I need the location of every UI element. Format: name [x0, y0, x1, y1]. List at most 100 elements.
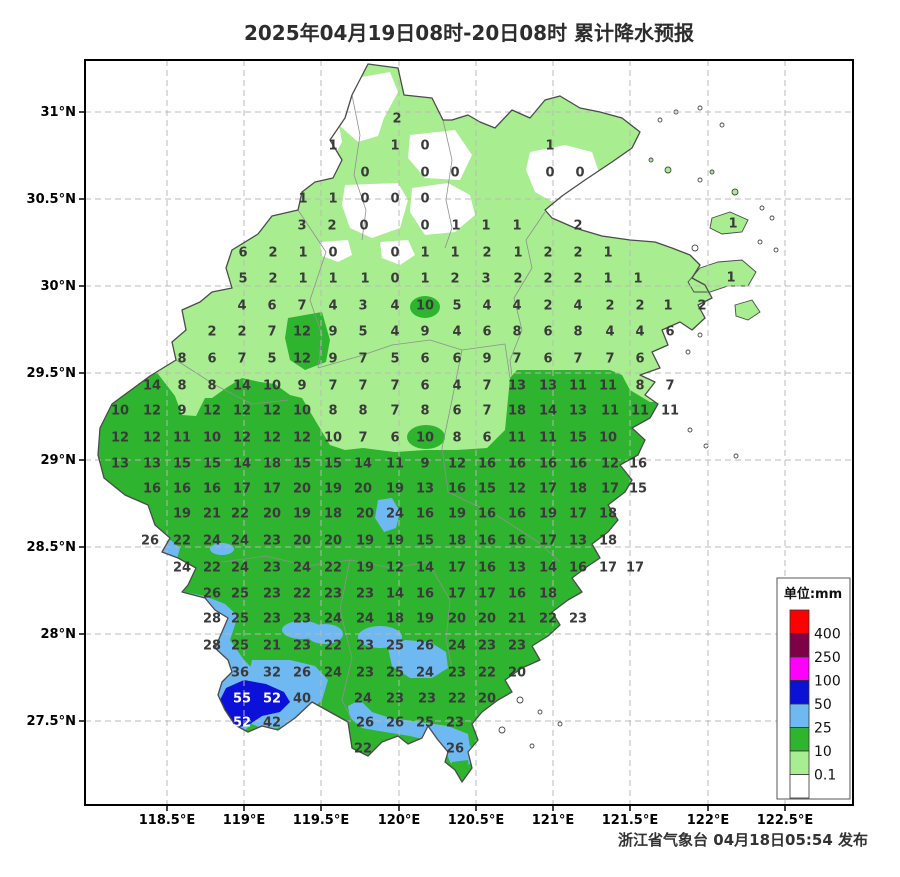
precip-value: 15: [416, 534, 434, 549]
precip-value: 23: [356, 587, 374, 602]
precip-value: 17: [448, 561, 466, 576]
legend-label: 25: [814, 721, 832, 737]
precip-value: 1: [728, 217, 737, 232]
precip-value: 26: [203, 587, 221, 602]
precip-value: 20: [354, 482, 372, 497]
precip-value: 23: [448, 666, 466, 681]
precip-value: 4: [390, 325, 399, 340]
precip-value: 7: [390, 404, 399, 419]
precip-value: 25: [231, 612, 249, 627]
precip-value: 14: [354, 457, 372, 472]
precip-value: 25: [386, 666, 404, 681]
precip-value: 16: [478, 507, 496, 522]
precip-value: 7: [665, 379, 674, 394]
precip-value: 12: [601, 457, 619, 472]
precip-value: 26: [293, 666, 311, 681]
zone-25-50mm: [388, 640, 448, 678]
precip-value: 17: [626, 561, 644, 576]
legend-swatch: [789, 609, 810, 634]
islet: [731, 188, 739, 196]
precip-value: 19: [173, 507, 191, 522]
islet: [691, 244, 699, 252]
precip-value: 24: [386, 507, 404, 522]
precip-value: 24: [203, 534, 221, 549]
precip-value: 7: [573, 352, 582, 367]
precip-value: 19: [324, 482, 342, 497]
islet: [687, 427, 693, 433]
precip-value: 12: [293, 352, 311, 367]
lat-label: 27.5°N: [27, 714, 76, 729]
precip-value: 9: [420, 457, 429, 472]
prefecture-border: [339, 559, 353, 721]
precip-value: 15: [293, 457, 311, 472]
precip-value: 2: [392, 112, 401, 127]
precip-value: 36: [231, 666, 249, 681]
precip-value: 13: [569, 534, 587, 549]
zone-dry-patch: [408, 130, 472, 180]
zone-dry-patch: [380, 240, 415, 265]
precip-value: 19: [356, 534, 374, 549]
legend-title: 单位:mm: [784, 586, 842, 602]
legend-label: 400: [814, 627, 841, 643]
precip-value: 0: [390, 192, 399, 207]
legend-swatch: [789, 750, 810, 775]
precip-value: 7: [358, 431, 367, 446]
precip-value: 19: [356, 561, 374, 576]
precip-value: 19: [416, 612, 434, 627]
islet: [685, 349, 691, 355]
precip-value: 0: [360, 166, 369, 181]
precip-value: 16: [508, 534, 526, 549]
precip-value-high: 52: [263, 692, 281, 707]
issuer-timestamp: 浙江省气象台 04月18日05:54 发布: [618, 831, 868, 849]
precip-value: 15: [324, 457, 342, 472]
legend-swatch: [789, 656, 810, 681]
zone-25-50mm: [148, 532, 263, 734]
precip-value: 2: [635, 299, 644, 314]
precip-value: 25: [231, 587, 249, 602]
precip-value: 18: [508, 404, 526, 419]
precip-value: 11: [631, 404, 649, 419]
precip-value: 1: [420, 272, 429, 287]
precip-value: 11: [661, 404, 679, 419]
precip-value: 18: [539, 587, 557, 602]
precip-value: 13: [508, 561, 526, 576]
precip-value: 2: [268, 272, 277, 287]
zone-50-100mm: [220, 680, 290, 728]
precip-value: 21: [263, 639, 281, 654]
precip-value: 22: [231, 507, 249, 522]
precip-value: 17: [233, 482, 251, 497]
precip-value: 14: [539, 404, 557, 419]
zone-10-25mm-patch: [410, 296, 440, 318]
precip-value: 17: [263, 482, 281, 497]
precip-value: 16: [569, 561, 587, 576]
precip-value: 23: [324, 587, 342, 602]
precip-value: 10: [416, 431, 434, 446]
precip-values-layer: 21 1 0 10 0 0 0 01 1 0 0 013 2 0 0 1 1 1 26 2 1 0 0 1 1 2 1 2 2 115 2 1…: [111, 112, 738, 757]
precip-value: 6: [207, 352, 216, 367]
precip-value: 7: [390, 379, 399, 394]
islet: [697, 332, 703, 338]
zone-25-50mm: [358, 626, 402, 648]
precip-value-high: 52: [233, 716, 251, 731]
precip-value: 1: [420, 246, 429, 261]
precip-value: 26: [446, 742, 464, 757]
precip-value: 6: [665, 325, 674, 340]
precip-value: 1: [663, 299, 672, 314]
precip-value: 15: [569, 431, 587, 446]
precip-value: 1: [450, 246, 459, 261]
lat-label: 30.5°N: [27, 192, 76, 207]
precip-value: 11: [539, 431, 557, 446]
precip-value: 4: [512, 299, 521, 314]
precip-value: 14: [416, 561, 434, 576]
legend-label: 100: [814, 674, 841, 690]
legend-swatch: [789, 774, 810, 799]
precip-value: 2: [573, 219, 582, 234]
precip-value: 12: [143, 404, 161, 419]
precip-value: 18: [324, 507, 342, 522]
precip-value: 8: [512, 325, 521, 340]
precip-value: 1: [481, 219, 490, 234]
precip-value: 1: [451, 219, 460, 234]
precip-value: 12: [233, 431, 251, 446]
legend-label: 50: [814, 697, 832, 713]
precip-value: 1: [298, 192, 307, 207]
